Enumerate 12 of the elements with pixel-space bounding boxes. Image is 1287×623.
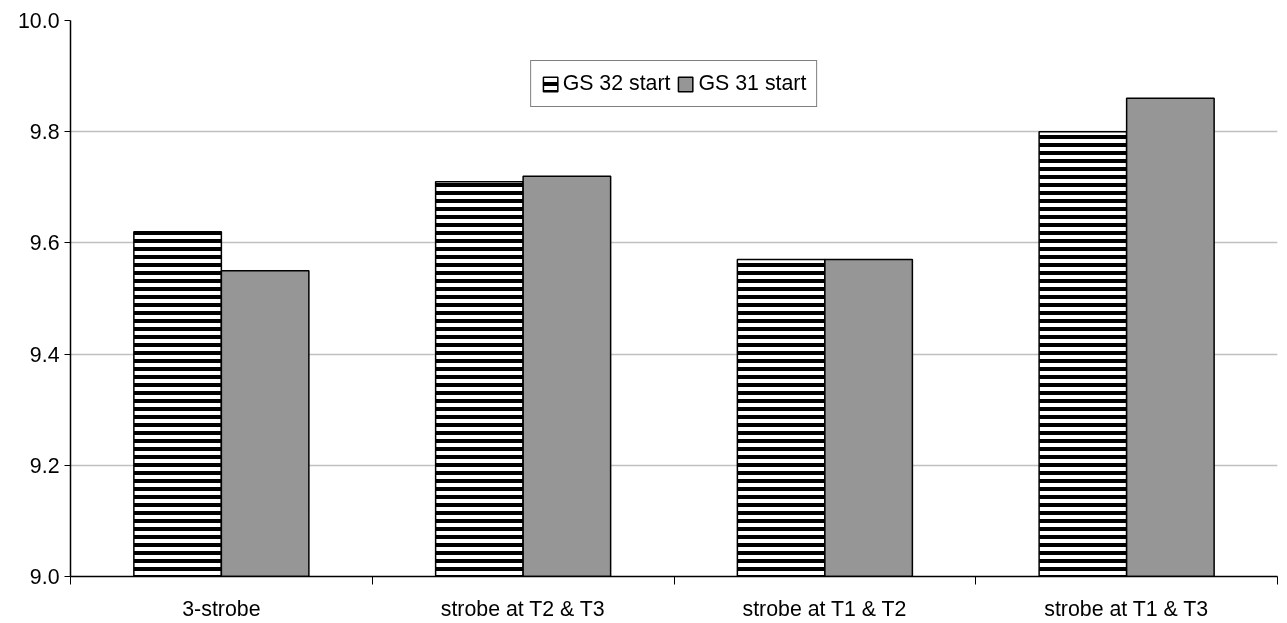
y-tick-label: 9.8 — [29, 120, 60, 145]
x-tick-label: strobe at T2 & T3 — [440, 596, 605, 621]
y-tick-label: 9.4 — [29, 342, 60, 367]
legend-label: GS 31 start — [698, 71, 807, 96]
legend-label: GS 32 start — [562, 71, 671, 96]
x-tick-label: 3-strobe — [182, 596, 261, 621]
y-tick-label: 10.0 — [17, 9, 60, 33]
x-tick-label: strobe at T1 & T3 — [1044, 596, 1209, 621]
y-tick-label: 9.2 — [29, 453, 60, 478]
y-tick-label: 9.0 — [29, 565, 60, 589]
y-tick-label: 9.6 — [29, 231, 60, 256]
x-tick-label: strobe at T1 & T2 — [742, 596, 907, 621]
